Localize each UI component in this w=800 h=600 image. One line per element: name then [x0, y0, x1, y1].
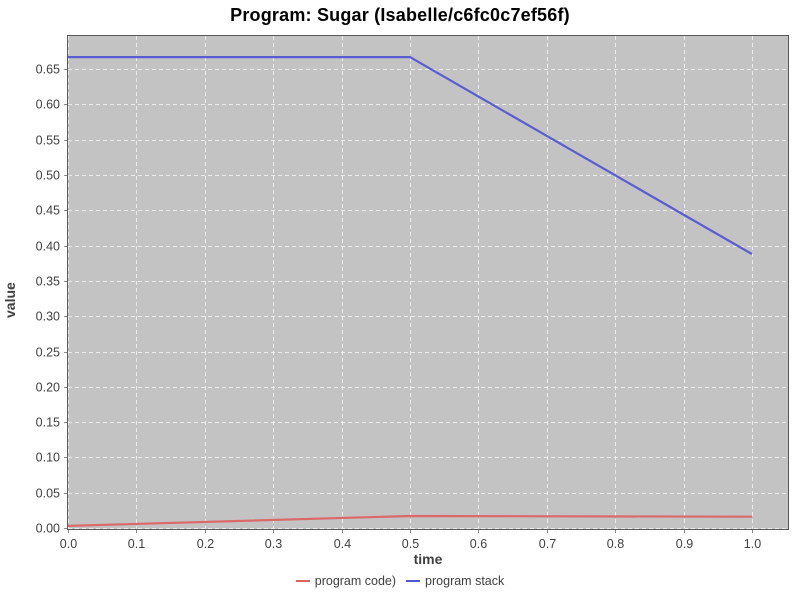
y-tick-label: 0.50: [36, 169, 60, 183]
x-tick-label: 0.5: [402, 537, 419, 551]
y-axis-title-text: value: [2, 282, 18, 318]
x-tick-label: 0.2: [197, 537, 214, 551]
x-tick-label: 0.1: [128, 537, 145, 551]
legend-label: program code): [314, 574, 397, 588]
x-tick-label: 1.0: [744, 537, 761, 551]
x-axis-title: time: [413, 551, 443, 567]
y-tick-label: 0.20: [36, 381, 60, 395]
x-tick-label: 0.9: [676, 537, 693, 551]
x-tick-label: 0.0: [60, 537, 77, 551]
y-tick-label: 0.30: [36, 310, 60, 324]
chart-title: Program: Sugar (Isabelle/c6fc0c7ef56f): [230, 5, 570, 25]
y-tick-label: 0.05: [36, 487, 60, 501]
legend-item-program-stack: program stack: [406, 574, 504, 588]
legend-label: program stack: [425, 574, 505, 588]
y-tick-label: 0.40: [36, 240, 60, 254]
plot-background: [67, 35, 789, 530]
plot-border: [67, 35, 789, 530]
y-tick-label: 0.45: [36, 204, 60, 218]
series-line-program-stack: [68, 56, 753, 256]
y-tick-label: 0.15: [36, 416, 60, 430]
y-tick-label: 0.25: [36, 346, 60, 360]
y-tick-label: 0.65: [36, 63, 60, 77]
series-line-program-code: [67, 514, 753, 527]
y-tick-label: 0.60: [36, 98, 60, 112]
x-tick-label: 0.4: [334, 537, 351, 551]
y-tick-label: 0.35: [36, 275, 60, 289]
legend-swatch-icon: [295, 580, 310, 582]
x-tick-label: 0.6: [470, 537, 487, 551]
legend-item-program-code: program code): [295, 574, 397, 588]
x-tick-label: 0.7: [539, 537, 556, 551]
x-tick-label: 0.8: [607, 537, 624, 551]
x-tick-label: 0.3: [265, 537, 282, 551]
legend: program code) program stack: [0, 574, 800, 588]
y-tick-label: 0.10: [36, 451, 60, 465]
y-tick-label: 0.55: [36, 134, 60, 148]
y-tick-label: 0.00: [36, 522, 60, 536]
legend-swatch-icon: [406, 580, 421, 582]
